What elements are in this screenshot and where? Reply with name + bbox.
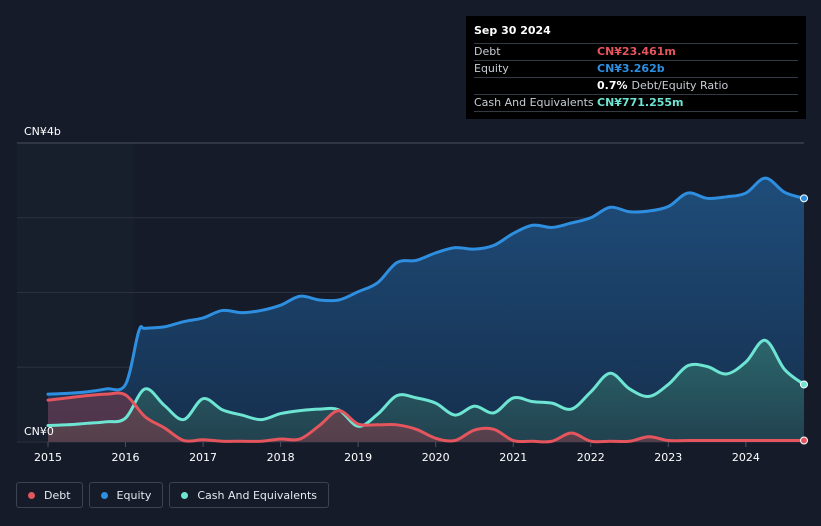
cash-endpoint <box>800 380 808 389</box>
equity-dot-icon <box>100 491 108 499</box>
x-tick-label: 2020 <box>422 451 450 464</box>
legend-label-cash: Cash And Equivalents <box>197 488 317 502</box>
x-tick-label: 2023 <box>654 451 682 464</box>
cash-area <box>48 340 804 442</box>
tooltip-row-cash: Cash And Equivalents CN¥771.255m <box>474 94 798 112</box>
tooltip-row-ratio: 0.7% Debt/Equity Ratio <box>474 77 798 94</box>
x-tick-label: 2022 <box>577 451 605 464</box>
x-axis-ticks: 2015 2016 2017 2018 2019 2020 2021 2022 2023 2024 <box>34 442 760 464</box>
y-tick-label-top: CN¥4b <box>24 125 61 138</box>
tooltip-cash-label: Cash And Equivalents <box>474 96 594 109</box>
series-lines <box>46 176 806 444</box>
x-tick-label: 2024 <box>732 451 760 464</box>
legend-label-debt: Debt <box>44 488 71 502</box>
tooltip-equity-label: Equity <box>474 62 509 75</box>
tooltip-debt-label: Debt <box>474 45 501 58</box>
x-tick-label: 2021 <box>499 451 527 464</box>
debt-area <box>48 392 804 442</box>
cash-dot-icon <box>181 491 189 499</box>
debt-line <box>46 391 806 444</box>
tooltip-date: Sep 30 2024 <box>474 24 551 37</box>
debt-dot-icon <box>28 491 35 499</box>
tooltip-debt-value: CN¥23.461m <box>597 45 676 58</box>
series-endpoints <box>800 194 808 445</box>
x-tick-label: 2016 <box>112 451 140 464</box>
tooltip-ratio-value: 0.7% <box>597 79 628 92</box>
legend-label-equity: Equity <box>116 488 152 502</box>
x-tick-label: 2017 <box>189 451 217 464</box>
tooltip-row-equity: Equity CN¥3.262b <box>474 60 798 77</box>
tooltip-cash-value: CN¥771.255m <box>597 96 684 109</box>
x-tick-label: 2019 <box>344 451 372 464</box>
tooltip-panel: Sep 30 2024 Debt CN¥23.461m Equity CN¥3.… <box>466 16 806 119</box>
x-tick-label: 2018 <box>267 451 295 464</box>
equity-endpoint <box>800 194 808 203</box>
tooltip-ratio-label: Debt/Equity Ratio <box>631 79 729 92</box>
legend-item-cash[interactable]: Cash And Equivalents <box>169 482 329 508</box>
tooltip-row-debt: Debt CN¥23.461m <box>474 43 798 60</box>
cash-line <box>46 338 806 428</box>
x-tick-label: 2015 <box>34 451 62 464</box>
equity-line <box>46 176 806 396</box>
legend-item-equity[interactable]: Equity <box>88 482 164 508</box>
y-tick-label-bottom: CN¥0 <box>24 425 54 438</box>
tooltip-equity-value: CN¥3.262b <box>597 62 665 75</box>
legend-item-debt[interactable]: Debt <box>16 482 83 508</box>
legend: Debt Equity Cash And Equivalents <box>16 482 329 508</box>
debt-endpoint <box>800 436 808 445</box>
